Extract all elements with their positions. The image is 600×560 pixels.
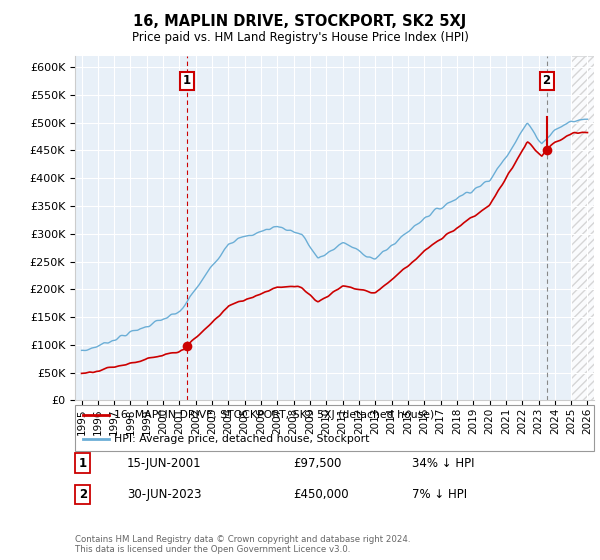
Text: Contains HM Land Registry data © Crown copyright and database right 2024.
This d: Contains HM Land Registry data © Crown c… <box>75 535 410 554</box>
Text: 16, MAPLIN DRIVE, STOCKPORT, SK2 5XJ: 16, MAPLIN DRIVE, STOCKPORT, SK2 5XJ <box>133 14 467 29</box>
Text: 7% ↓ HPI: 7% ↓ HPI <box>412 488 467 501</box>
Text: 16, MAPLIN DRIVE, STOCKPORT, SK2 5XJ (detached house): 16, MAPLIN DRIVE, STOCKPORT, SK2 5XJ (de… <box>114 410 434 420</box>
Text: 34% ↓ HPI: 34% ↓ HPI <box>412 456 475 470</box>
Text: 2: 2 <box>542 74 551 87</box>
Text: 30-JUN-2023: 30-JUN-2023 <box>127 488 202 501</box>
Text: HPI: Average price, detached house, Stockport: HPI: Average price, detached house, Stoc… <box>114 435 370 444</box>
Text: Price paid vs. HM Land Registry's House Price Index (HPI): Price paid vs. HM Land Registry's House … <box>131 31 469 44</box>
Text: £450,000: £450,000 <box>293 488 349 501</box>
Text: £97,500: £97,500 <box>293 456 341 470</box>
Text: 2: 2 <box>79 488 87 501</box>
Text: 15-JUN-2001: 15-JUN-2001 <box>127 456 202 470</box>
Text: 1: 1 <box>79 456 87 470</box>
Text: 1: 1 <box>183 74 191 87</box>
